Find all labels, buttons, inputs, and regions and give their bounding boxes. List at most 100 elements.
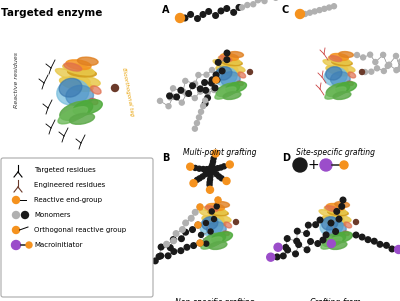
Circle shape: [184, 91, 189, 96]
Ellipse shape: [336, 82, 356, 93]
Ellipse shape: [220, 72, 240, 86]
Circle shape: [251, 2, 256, 7]
Circle shape: [197, 176, 202, 181]
Circle shape: [12, 226, 20, 234]
Ellipse shape: [330, 54, 348, 61]
Ellipse shape: [60, 77, 93, 92]
Circle shape: [334, 209, 340, 214]
Ellipse shape: [222, 64, 245, 73]
Ellipse shape: [328, 56, 351, 64]
Circle shape: [166, 104, 171, 109]
Circle shape: [184, 244, 190, 250]
Ellipse shape: [326, 66, 350, 76]
Circle shape: [215, 166, 220, 171]
Circle shape: [224, 6, 230, 11]
Ellipse shape: [209, 241, 227, 250]
Circle shape: [208, 177, 212, 182]
Circle shape: [188, 216, 194, 221]
Circle shape: [193, 81, 198, 86]
Text: Targeted enzyme: Targeted enzyme: [1, 8, 103, 18]
Circle shape: [216, 197, 220, 203]
Circle shape: [197, 204, 203, 210]
Ellipse shape: [222, 60, 242, 66]
Circle shape: [214, 204, 219, 209]
Ellipse shape: [226, 82, 246, 93]
Text: A: A: [162, 5, 170, 15]
Circle shape: [213, 77, 219, 83]
Circle shape: [194, 177, 200, 182]
Circle shape: [236, 5, 242, 10]
Circle shape: [170, 86, 176, 91]
Ellipse shape: [320, 218, 343, 236]
Circle shape: [285, 247, 290, 253]
Ellipse shape: [220, 54, 238, 61]
Ellipse shape: [202, 217, 218, 230]
Circle shape: [293, 251, 298, 257]
Circle shape: [226, 161, 233, 168]
Ellipse shape: [68, 75, 100, 87]
Circle shape: [256, 0, 260, 3]
Circle shape: [328, 220, 334, 226]
Circle shape: [195, 222, 201, 228]
Circle shape: [158, 244, 164, 250]
Circle shape: [381, 52, 386, 57]
Circle shape: [168, 245, 173, 250]
Ellipse shape: [68, 69, 96, 77]
Circle shape: [209, 80, 214, 86]
Ellipse shape: [332, 232, 352, 243]
Ellipse shape: [89, 98, 98, 105]
Circle shape: [188, 12, 193, 17]
Circle shape: [212, 166, 216, 171]
Circle shape: [224, 57, 230, 63]
Circle shape: [218, 8, 224, 14]
Circle shape: [294, 238, 300, 244]
Circle shape: [327, 240, 335, 248]
Circle shape: [339, 203, 344, 209]
Circle shape: [365, 237, 371, 243]
Circle shape: [197, 240, 203, 246]
Circle shape: [369, 69, 374, 74]
Circle shape: [195, 16, 200, 21]
Text: D: D: [282, 153, 290, 163]
Circle shape: [218, 165, 223, 170]
Circle shape: [283, 245, 288, 250]
Circle shape: [262, 0, 267, 4]
Circle shape: [12, 240, 20, 250]
Circle shape: [315, 241, 320, 246]
Circle shape: [219, 68, 225, 74]
Ellipse shape: [325, 87, 346, 99]
Ellipse shape: [344, 222, 352, 228]
Ellipse shape: [63, 64, 94, 75]
Ellipse shape: [201, 237, 222, 249]
Circle shape: [187, 163, 194, 170]
Circle shape: [203, 172, 208, 177]
Circle shape: [208, 170, 213, 175]
Ellipse shape: [237, 81, 243, 85]
Ellipse shape: [223, 92, 241, 99]
Circle shape: [192, 96, 197, 101]
Circle shape: [208, 167, 212, 172]
Ellipse shape: [60, 101, 93, 120]
Circle shape: [164, 241, 169, 247]
Circle shape: [333, 229, 338, 234]
Circle shape: [317, 217, 323, 223]
Circle shape: [224, 50, 230, 56]
Ellipse shape: [332, 60, 352, 66]
Ellipse shape: [322, 217, 338, 230]
Circle shape: [171, 238, 176, 244]
Circle shape: [171, 249, 177, 254]
Circle shape: [354, 52, 360, 57]
Circle shape: [384, 243, 389, 248]
Ellipse shape: [70, 113, 94, 124]
Circle shape: [156, 254, 162, 259]
Circle shape: [362, 70, 368, 75]
Ellipse shape: [206, 222, 226, 237]
Circle shape: [209, 77, 215, 82]
Circle shape: [193, 166, 198, 170]
Ellipse shape: [215, 202, 230, 207]
Ellipse shape: [218, 56, 241, 64]
Ellipse shape: [323, 60, 348, 71]
Circle shape: [398, 66, 400, 71]
Circle shape: [192, 126, 197, 131]
Circle shape: [183, 229, 188, 235]
